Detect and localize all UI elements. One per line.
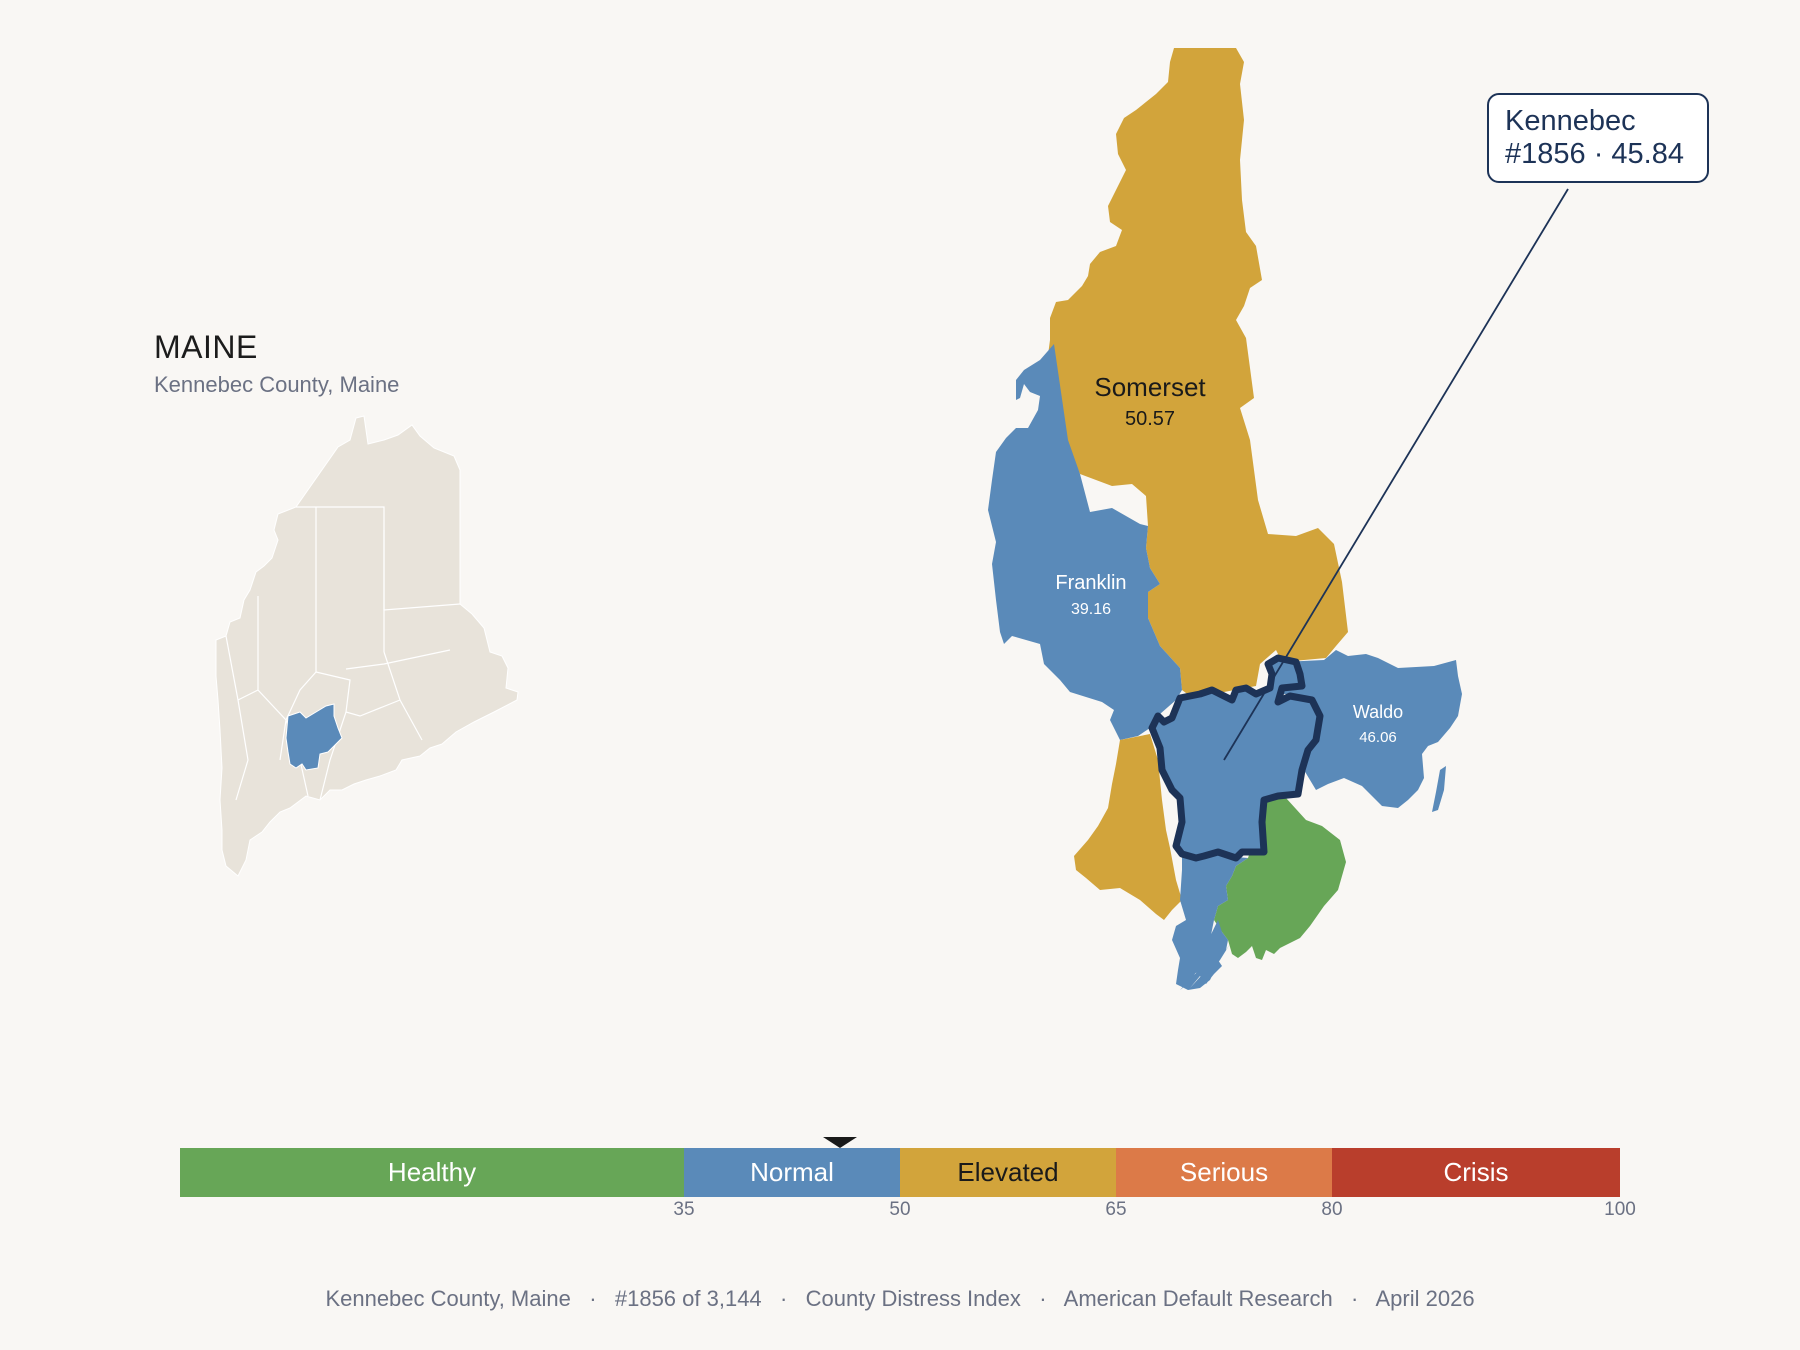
inset-county-lines [225, 506, 461, 801]
scale-tick-label: 65 [1105, 1199, 1127, 1220]
county-labels: Somerset 50.57 Franklin 39.16 Waldo 46.0… [1055, 372, 1403, 746]
scale-segment-serious: Serious [1116, 1148, 1332, 1197]
inset-state-map [215, 415, 519, 877]
footer-separator: · [1332, 1286, 1376, 1311]
scale-segment-crisis: Crisis [1332, 1148, 1620, 1197]
scale-tick-label: 35 [673, 1199, 695, 1220]
scale-segment-normal: Normal [684, 1148, 900, 1197]
callout-leader-line [1223, 188, 1569, 761]
label-somerset-name: Somerset [1094, 372, 1206, 402]
county-kennebec[interactable] [1148, 654, 1324, 862]
scale-tick-label: 50 [889, 1199, 911, 1220]
inset-highlight-kennebec [285, 703, 343, 771]
county-somerset[interactable] [1046, 48, 1348, 702]
label-somerset-score: 50.57 [1125, 408, 1175, 430]
distress-scale-bar: Healthy Normal Elevated Serious Crisis [180, 1148, 1620, 1197]
footer: Kennebec County, Maine · #1856 of 3,144 … [0, 1286, 1800, 1312]
footer-separator: · [1020, 1286, 1064, 1311]
label-waldo-name: Waldo [1353, 702, 1403, 722]
scale-segment-healthy: Healthy [180, 1148, 684, 1197]
footer-rank: #1856 of 3,144 [614, 1286, 762, 1311]
callout-county-name: Kennebec [1505, 105, 1636, 137]
county-waldo[interactable] [1276, 650, 1462, 808]
label-franklin-score: 39.16 [1071, 601, 1111, 618]
scale-tick-label: 100 [1604, 1199, 1636, 1220]
footer-separator: · [570, 1286, 615, 1311]
footer-county: Kennebec County, Maine [325, 1286, 571, 1311]
label-franklin-name: Franklin [1055, 572, 1126, 594]
county-franklin[interactable] [988, 344, 1182, 740]
state-title: MAINE [154, 329, 258, 365]
callout-rank-score: #1856 · 45.84 [1505, 138, 1684, 170]
score-marker-icon [823, 1137, 858, 1148]
regional-map [988, 48, 1462, 990]
county-healthy-south[interactable] [1214, 798, 1346, 960]
scale-tick-label: 80 [1321, 1199, 1343, 1220]
footer-date: April 2026 [1375, 1286, 1475, 1311]
state-subtitle: Kennebec County, Maine [154, 372, 400, 397]
county-elevated-southwest[interactable] [1074, 734, 1182, 920]
footer-separator: · [761, 1286, 806, 1311]
inset-maine-outline [215, 415, 519, 877]
footer-source: American Default Research [1063, 1286, 1333, 1311]
county-normal-south[interactable] [1172, 846, 1248, 990]
scale-segment-elevated: Elevated [900, 1148, 1116, 1197]
label-waldo-score: 46.06 [1359, 729, 1397, 746]
island-islesboro [1432, 766, 1446, 812]
footer-index: County Distress Index [805, 1286, 1021, 1311]
selected-county-callout: Kennebec #1856 · 45.84 [1487, 93, 1709, 183]
